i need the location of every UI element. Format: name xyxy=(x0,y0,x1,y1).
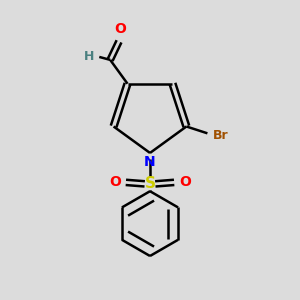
Text: H: H xyxy=(84,50,94,63)
Text: O: O xyxy=(109,176,121,189)
Text: O: O xyxy=(115,22,126,36)
Text: Br: Br xyxy=(213,129,229,142)
Text: O: O xyxy=(179,176,191,189)
Text: N: N xyxy=(144,155,156,169)
Text: S: S xyxy=(145,176,155,191)
